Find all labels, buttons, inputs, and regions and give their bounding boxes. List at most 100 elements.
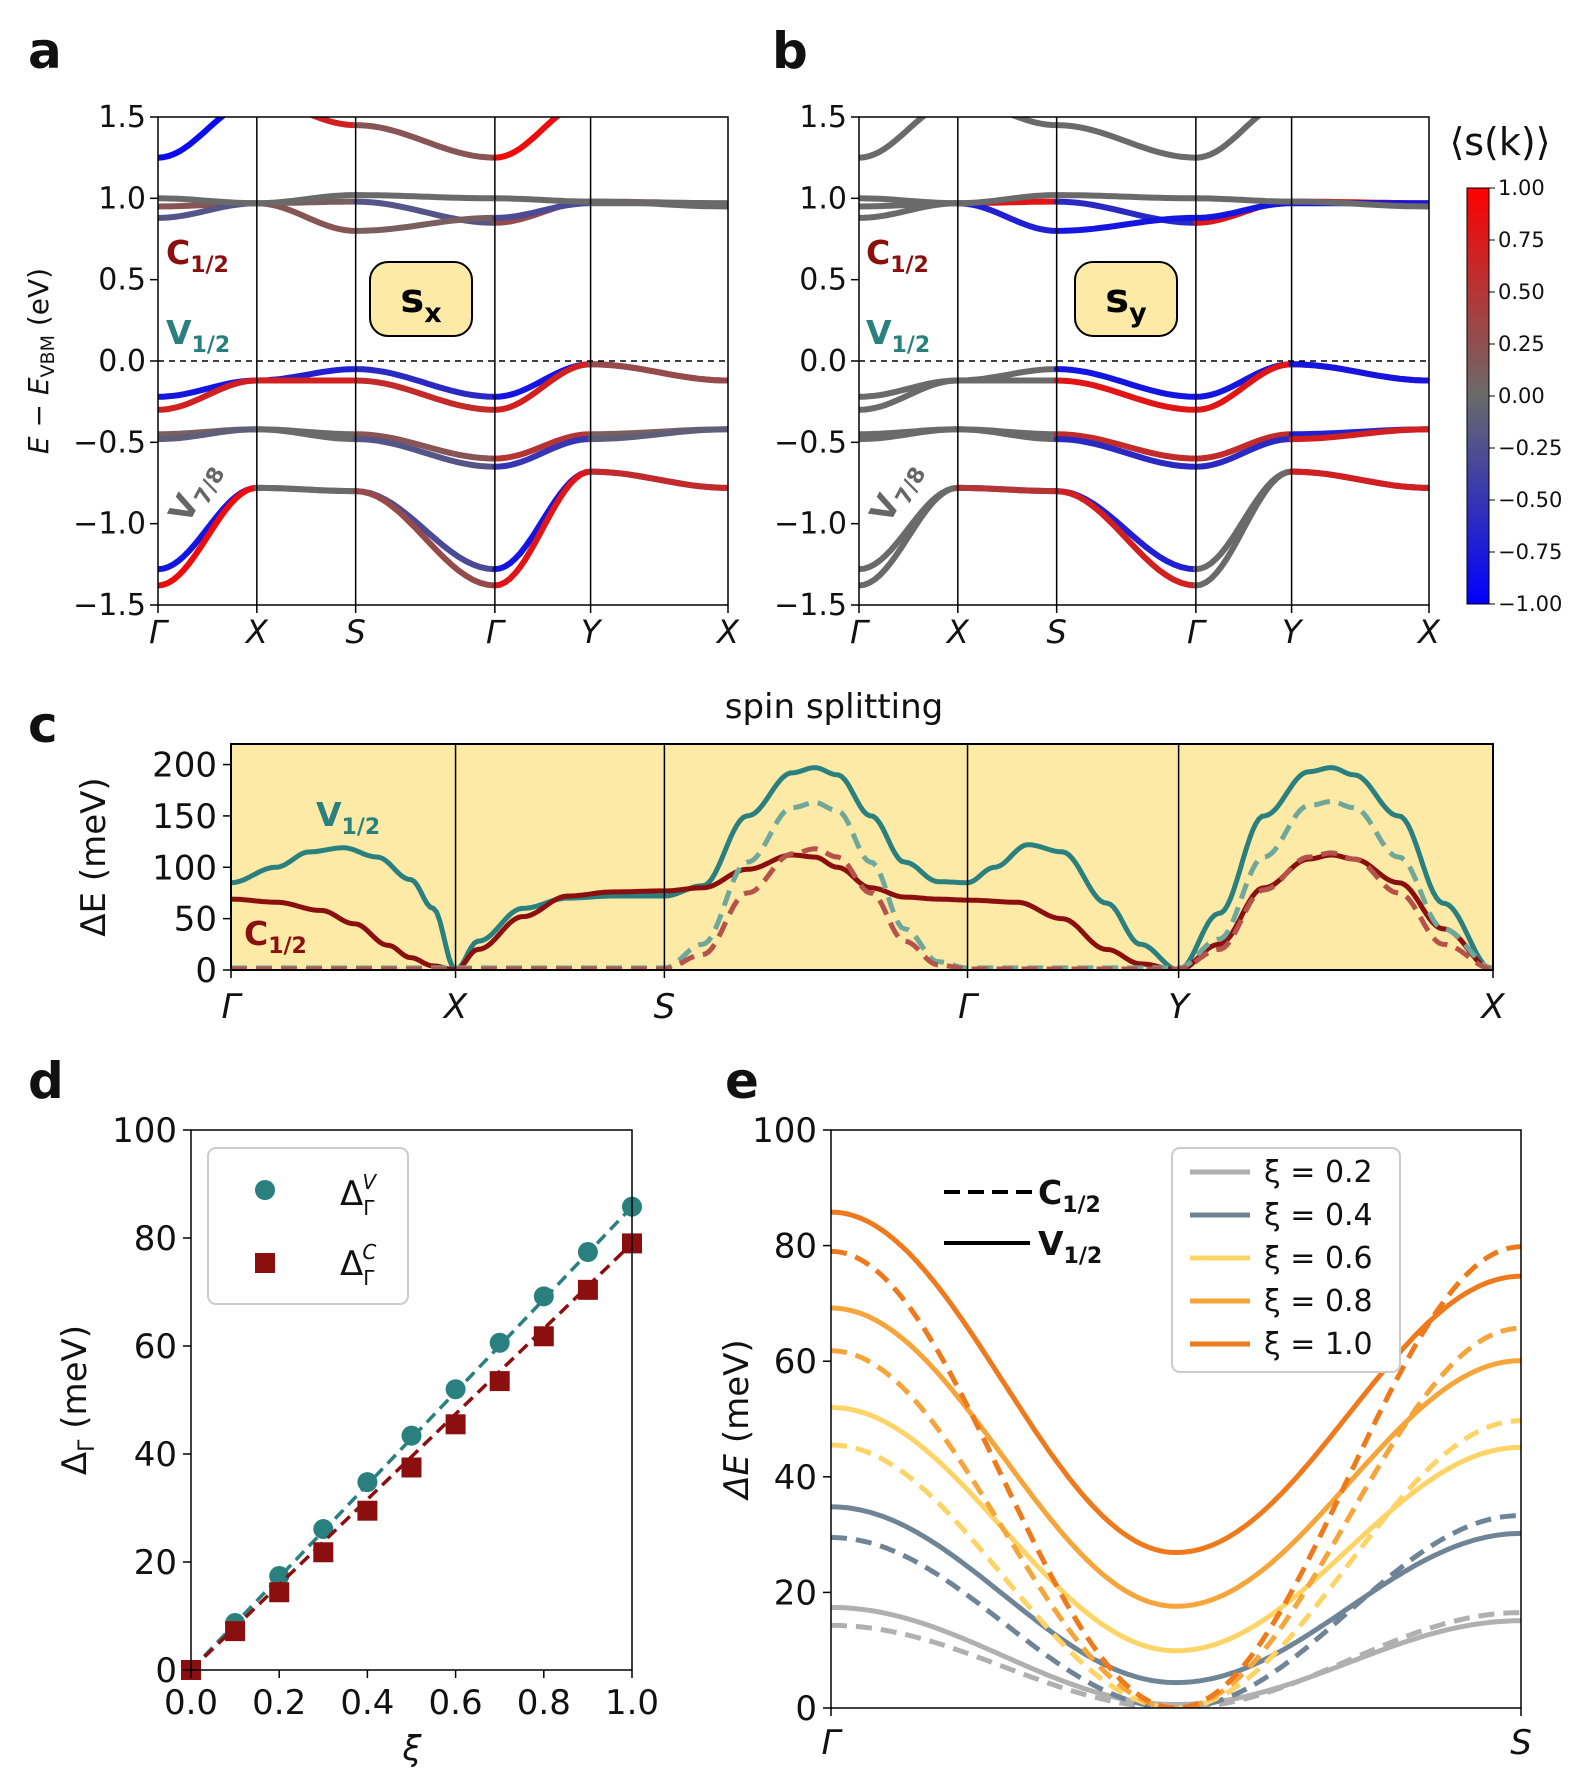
panel-d-xtick-label: 0.2 <box>252 1683 306 1723</box>
panel-c-series-0 <box>231 765 1493 970</box>
band-segment-9-2 <box>1053 488 1199 589</box>
panel-e-ytick-label: 60 <box>774 1342 817 1382</box>
panel-e-c-curve-2 <box>831 1418 1521 1708</box>
colorbar-tick-label: −0.75 <box>1498 540 1562 564</box>
panel-a-ylabel: E − EVBM (eV) <box>22 268 59 454</box>
band-segment-9-4 <box>587 468 728 491</box>
panel-d-point-square <box>401 1457 422 1478</box>
panel-e-c-curve-3 <box>831 1325 1521 1708</box>
panel-d-xlabel: ξ <box>402 1729 423 1769</box>
colorbar-tick-label: 0.75 <box>1498 228 1545 252</box>
band-segment-0-3 <box>491 117 561 161</box>
band-segment-0-2 <box>1053 122 1199 161</box>
band-segment-7-0 <box>859 426 961 443</box>
ktick-label: Y <box>581 613 603 651</box>
panel-d-point-square <box>445 1414 466 1435</box>
ktick-label: X <box>1416 613 1441 651</box>
colorbar-tick-label: −0.25 <box>1498 436 1562 460</box>
legend-label-4: ξ = 1.0 <box>1264 1327 1373 1362</box>
band-segment-3-3 <box>1192 195 1295 205</box>
ytick-label: 0.0 <box>98 344 146 379</box>
panel-a-bands <box>158 117 728 589</box>
panel-e-v-curve-3 <box>831 1305 1521 1609</box>
ytick-label: 1.0 <box>98 181 146 216</box>
legend-marker-circle <box>255 1180 275 1200</box>
ktick-label: S <box>345 613 365 651</box>
panel-e-ytick-label: 80 <box>774 1227 817 1267</box>
band-segment-0-1 <box>308 117 359 129</box>
panel-d-point-circle <box>357 1472 378 1493</box>
band-segment-9-3 <box>1192 468 1295 589</box>
band-segment-7-2 <box>1053 436 1199 470</box>
panel-d-ytick-label: 20 <box>134 1543 177 1583</box>
panel-d-ylabel: ΔΓ (meV) <box>55 1325 100 1475</box>
ktick-label: S <box>1046 613 1066 651</box>
band-segment-7-3 <box>491 436 594 470</box>
band-segment-9-3 <box>491 468 594 589</box>
panel-b-label-c12: C1/2 <box>866 233 929 278</box>
panel-e-ytick-label: 100 <box>752 1111 817 1151</box>
panel-d-point-circle <box>489 1332 510 1353</box>
panel-d-point-square <box>225 1621 246 1642</box>
band-segment-0-1 <box>1009 117 1060 129</box>
panel-d-fit-1 <box>189 1242 634 1672</box>
band-segment-4-2 <box>1053 366 1199 400</box>
ytick-label: −1.0 <box>73 507 146 542</box>
band-segment-2-1 <box>253 200 359 234</box>
panel-d-ytick-label: 60 <box>134 1327 177 1367</box>
panel-e-frame <box>830 1129 1522 1709</box>
band-segment-3-2 <box>1053 192 1199 202</box>
panel-c-spin-splitting: spin splitting 200 150 100 50 0 Γ X S Γ Y X ΔE (m… <box>74 687 1505 1027</box>
band-segment-2-2 <box>1053 214 1199 234</box>
band-segment-5-3 <box>1192 361 1295 413</box>
band-segment-8-2 <box>1053 488 1199 573</box>
panel-d-point-circle <box>269 1566 290 1587</box>
panel-c-ktick-label: Γ <box>958 987 980 1027</box>
panel-e-v-curve-4 <box>831 1209 1521 1556</box>
band-segment-5-4 <box>1288 361 1429 384</box>
band-segment-9-0 <box>158 484 260 589</box>
panel-d-fit-0 <box>189 1205 634 1672</box>
panel-d-frame <box>190 1129 633 1671</box>
colorbar <box>1466 187 1490 605</box>
band-segment-6-3 <box>1192 431 1295 462</box>
panel-letter-a: a <box>28 22 62 80</box>
panel-d-point-circle <box>445 1379 466 1400</box>
panel-e-lines: 100 80 60 40 20 0Γ S ΔE (meV) C1/2 V1/2 ξ = 0.… <box>717 1111 1532 1763</box>
band-segment-5-3 <box>491 361 594 413</box>
band-segment-3-2 <box>352 192 498 202</box>
band-segment-5-2 <box>352 377 498 413</box>
ytick-label: −0.5 <box>73 425 146 460</box>
panel-letter-e: e <box>725 1052 759 1110</box>
band-segment-0-3 <box>1192 117 1262 161</box>
ytick-label: −1.5 <box>774 588 847 623</box>
band-segment-2-3 <box>1192 200 1295 221</box>
band-segment-3-4 <box>1288 198 1429 210</box>
panel-e-xtick-label: Γ <box>822 1723 844 1763</box>
ktick-label: Γ <box>850 613 870 651</box>
colorbar-tick-label: 0.50 <box>1498 280 1545 304</box>
band-segment-7-4 <box>1288 426 1429 443</box>
legend-label-1: ξ = 0.4 <box>1264 1198 1373 1233</box>
ktick-label: X <box>244 613 269 651</box>
ytick-label: 0.0 <box>799 344 847 379</box>
panel-a-label-c12: C1/2 <box>166 233 229 278</box>
panel-d-point-square <box>357 1500 378 1521</box>
ytick-label: −0.5 <box>774 425 847 460</box>
style-legend-c12: C1/2 <box>1038 1173 1101 1218</box>
panel-d-ytick-label: 0 <box>155 1651 177 1691</box>
panel-e-v-curve-2 <box>831 1404 1521 1654</box>
panel-c-ytick-label: 0 <box>195 951 217 991</box>
panel-d-ytick-label: 40 <box>134 1435 177 1475</box>
band-segment-3-0 <box>158 195 260 207</box>
panel-a-spin-label: sx <box>400 276 441 329</box>
band-segment-8-3 <box>1192 468 1295 573</box>
band-segment-0-0 <box>158 117 227 161</box>
panel-d-point-circle <box>577 1242 598 1263</box>
band-segment-7-0 <box>158 426 260 443</box>
panel-c-ktick-label: Γ <box>222 987 244 1027</box>
panel-e-ytick-label: 40 <box>774 1458 817 1498</box>
band-segment-3-3 <box>491 195 594 205</box>
